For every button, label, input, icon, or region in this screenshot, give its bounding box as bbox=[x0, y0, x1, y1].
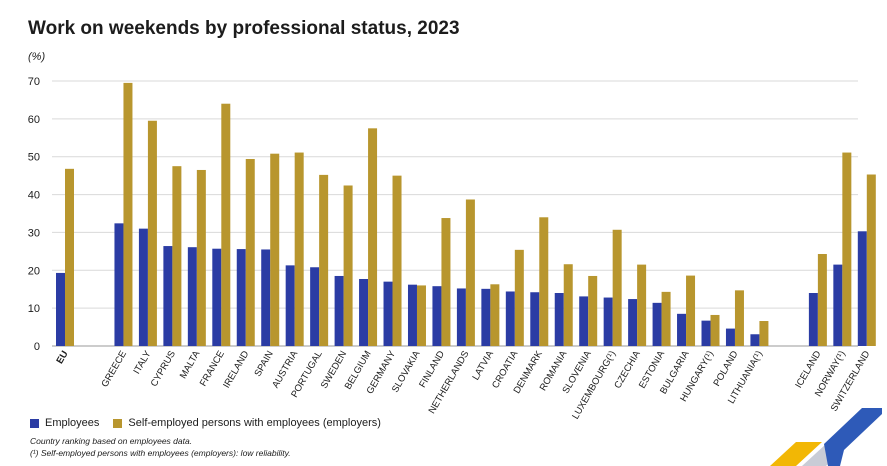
y-tick-label: 30 bbox=[28, 227, 40, 239]
y-tick-label: 60 bbox=[28, 114, 40, 126]
legend-label-self-employed: Self-employed persons with employees (em… bbox=[128, 417, 381, 429]
bar-self-employed bbox=[612, 229, 622, 346]
bar-self-employed bbox=[368, 128, 378, 346]
bar-self-employed bbox=[759, 321, 769, 346]
bar-self-employed bbox=[539, 217, 549, 346]
bar-self-employed bbox=[196, 169, 206, 346]
bar-self-employed bbox=[842, 152, 852, 346]
bar-employees bbox=[628, 299, 638, 346]
y-tick-label: 50 bbox=[28, 152, 40, 164]
bar-employees bbox=[359, 278, 369, 346]
bar-self-employed bbox=[123, 82, 133, 347]
bar-employees bbox=[481, 288, 491, 346]
y-tick-label: 70 bbox=[28, 76, 40, 88]
bar-self-employed bbox=[245, 158, 255, 346]
bar-self-employed bbox=[734, 290, 744, 346]
bar-self-employed bbox=[221, 103, 231, 346]
bar-self-employed bbox=[563, 264, 573, 346]
y-tick-label: 10 bbox=[28, 303, 40, 315]
x-tick-label: MALTA bbox=[178, 348, 203, 380]
eurostat-logo-icon bbox=[770, 408, 882, 466]
bar-self-employed bbox=[661, 291, 671, 346]
bar-employees bbox=[808, 293, 818, 346]
bar-employees bbox=[212, 248, 222, 346]
bar-self-employed bbox=[817, 254, 827, 346]
bar-employees bbox=[857, 231, 867, 346]
bar-employees bbox=[750, 334, 760, 346]
bar-employees bbox=[677, 313, 687, 346]
footnote-reliability: (¹) Self-employed persons with employees… bbox=[30, 448, 291, 458]
bar-self-employed bbox=[490, 284, 500, 346]
x-tick-label: EU bbox=[54, 349, 70, 366]
bar-employees bbox=[334, 275, 344, 346]
y-tick-label: 20 bbox=[28, 265, 40, 277]
bar-employees bbox=[579, 296, 589, 346]
x-tick-label: ITALY bbox=[131, 348, 153, 376]
y-axis-unit-label: (%) bbox=[28, 51, 46, 63]
y-tick-label: 40 bbox=[28, 190, 40, 202]
bar-self-employed bbox=[343, 185, 353, 346]
bar-self-employed bbox=[588, 275, 598, 346]
bar-employees bbox=[456, 288, 466, 346]
bar-self-employed bbox=[514, 249, 524, 346]
x-tick-label: GREECE bbox=[99, 349, 129, 389]
bar-employees bbox=[603, 297, 613, 346]
bar-self-employed bbox=[866, 174, 876, 346]
bar-employees bbox=[652, 302, 662, 346]
bar-employees bbox=[138, 228, 148, 346]
bar-self-employed bbox=[319, 174, 329, 346]
bar-employees bbox=[833, 264, 843, 346]
bar-employees bbox=[701, 320, 711, 346]
legend-label-employees: Employees bbox=[45, 417, 100, 429]
legend-item-employees: Employees bbox=[30, 417, 99, 429]
bar-self-employed bbox=[710, 314, 720, 346]
bar-employees bbox=[530, 292, 540, 346]
chart-title: Work on weekends by professional status,… bbox=[28, 18, 460, 39]
bar-self-employed bbox=[392, 175, 402, 346]
bar-self-employed bbox=[270, 153, 280, 346]
footnote-ranking: Country ranking based on employees data. bbox=[30, 436, 193, 446]
bar-employees bbox=[56, 272, 65, 346]
bar-employees bbox=[505, 291, 515, 346]
legend-item-self-employed: Self-employed persons with employees (em… bbox=[113, 417, 381, 429]
legend-swatch-employees bbox=[30, 418, 39, 428]
bar-self-employed bbox=[465, 199, 475, 346]
bar-self-employed bbox=[441, 218, 451, 346]
bar-employees bbox=[725, 328, 735, 346]
legend-swatch-self-employed bbox=[113, 418, 123, 428]
bar-self-employed bbox=[65, 168, 74, 346]
bar-employees bbox=[163, 246, 173, 346]
bar-self-employed bbox=[172, 166, 182, 346]
bar-employees bbox=[261, 249, 271, 346]
y-tick-label: 0 bbox=[34, 341, 40, 353]
bar-employees bbox=[554, 293, 564, 346]
bar-employees bbox=[407, 284, 417, 346]
chart-legend: Employees Self-employed persons with emp… bbox=[30, 417, 395, 429]
bar-self-employed bbox=[416, 285, 426, 346]
x-tick-label: LATVIA bbox=[470, 348, 496, 382]
bar-self-employed bbox=[686, 275, 696, 346]
bar-employees bbox=[383, 281, 393, 346]
bar-employees bbox=[285, 265, 295, 346]
x-tick-label: SPAIN bbox=[252, 349, 275, 379]
bar-self-employed bbox=[147, 120, 157, 346]
bar-employees bbox=[432, 286, 442, 346]
bar-self-employed bbox=[637, 264, 647, 346]
bar-employees bbox=[310, 267, 320, 346]
bar-employees bbox=[187, 247, 197, 346]
bar-employees bbox=[236, 249, 246, 346]
bar-self-employed bbox=[294, 152, 304, 346]
bar-employees bbox=[114, 223, 124, 346]
